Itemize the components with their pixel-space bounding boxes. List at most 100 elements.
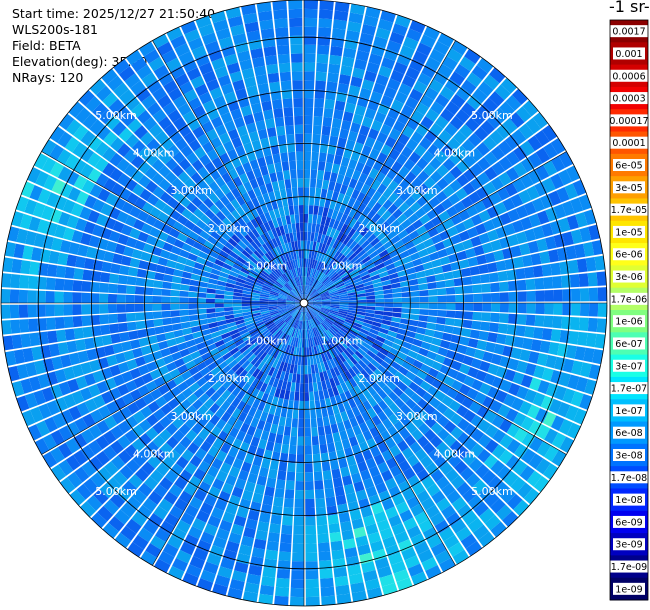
range-gate bbox=[86, 246, 98, 259]
range-gate bbox=[261, 287, 271, 292]
range-gate bbox=[172, 429, 185, 443]
range-gate bbox=[427, 143, 441, 157]
range-gate bbox=[107, 293, 118, 303]
range-gate bbox=[296, 160, 304, 170]
range-gate bbox=[336, 284, 346, 291]
range-gate bbox=[215, 289, 225, 295]
range-gate bbox=[283, 426, 291, 436]
range-gate bbox=[431, 258, 442, 268]
range-gate bbox=[291, 187, 298, 197]
range-gate bbox=[253, 538, 267, 550]
range-gate bbox=[461, 79, 477, 95]
range-gate bbox=[421, 150, 435, 164]
range-gate bbox=[507, 208, 520, 222]
range-gate bbox=[57, 252, 69, 266]
range-gate bbox=[362, 400, 372, 411]
range-gate bbox=[48, 250, 60, 264]
range-gate bbox=[527, 404, 541, 419]
range-gate bbox=[116, 211, 129, 224]
range-gate bbox=[423, 403, 436, 416]
range-gate bbox=[199, 154, 211, 167]
range-gate bbox=[287, 305, 296, 310]
range-gate bbox=[207, 317, 217, 324]
range-gate bbox=[20, 378, 33, 394]
range-gate bbox=[354, 452, 365, 464]
range-gate bbox=[276, 125, 286, 136]
range-gate bbox=[200, 328, 211, 337]
range-gate bbox=[311, 427, 318, 437]
range-gate bbox=[457, 503, 473, 519]
range-gate bbox=[126, 192, 139, 205]
range-gate bbox=[188, 285, 199, 292]
range-gate bbox=[337, 254, 346, 264]
range-gate bbox=[107, 304, 118, 314]
range-gate bbox=[383, 86, 397, 99]
range-gate bbox=[292, 80, 303, 90]
range-gate bbox=[329, 237, 336, 248]
range-gate bbox=[406, 28, 423, 42]
range-gate bbox=[332, 432, 341, 443]
range-gate bbox=[513, 499, 530, 516]
range-gate bbox=[296, 329, 300, 339]
range-gate bbox=[361, 255, 372, 264]
range-gate bbox=[429, 48, 446, 63]
range-gate bbox=[329, 291, 339, 296]
range-gate bbox=[415, 102, 430, 116]
range-gate bbox=[209, 204, 220, 215]
range-gate bbox=[250, 297, 260, 301]
range-gate bbox=[515, 268, 526, 280]
range-gate bbox=[374, 111, 387, 124]
range-gate bbox=[278, 293, 288, 298]
range-gate bbox=[419, 296, 429, 303]
range-gate bbox=[328, 288, 338, 294]
range-gate bbox=[228, 359, 238, 369]
range-gate bbox=[371, 212, 382, 224]
range-gate bbox=[541, 328, 553, 341]
range-gate bbox=[312, 453, 321, 464]
range-gate bbox=[377, 194, 388, 206]
radar-ray bbox=[304, 48, 481, 303]
range-gate bbox=[125, 304, 135, 313]
range-gate bbox=[268, 297, 278, 301]
range-gate bbox=[567, 374, 580, 390]
range-gate bbox=[79, 387, 93, 401]
range-gate bbox=[36, 290, 46, 303]
range-gate bbox=[307, 222, 312, 233]
range-gate bbox=[327, 72, 339, 83]
range-gate bbox=[411, 404, 424, 416]
range-gate bbox=[382, 384, 393, 396]
range-gate bbox=[210, 426, 222, 438]
range-gate bbox=[376, 519, 391, 532]
range-gate bbox=[295, 222, 300, 233]
range-gate bbox=[404, 355, 416, 365]
range-gate bbox=[271, 238, 279, 248]
range-gate bbox=[481, 283, 491, 293]
range-gate bbox=[304, 267, 306, 277]
range-gate bbox=[282, 98, 293, 109]
range-gate bbox=[353, 480, 365, 493]
range-gate bbox=[207, 283, 217, 290]
range-gate bbox=[360, 369, 370, 379]
range-gate bbox=[401, 447, 415, 460]
range-gate bbox=[276, 425, 285, 436]
range-gate bbox=[291, 328, 296, 337]
range-gate bbox=[299, 400, 304, 410]
range-gate bbox=[304, 124, 313, 134]
range-gate bbox=[288, 317, 295, 326]
range-gate bbox=[448, 542, 465, 557]
range-gate bbox=[280, 311, 289, 317]
range-gate bbox=[510, 347, 522, 360]
range-gate bbox=[211, 215, 222, 226]
range-gate bbox=[281, 287, 290, 294]
range-gate bbox=[232, 458, 244, 470]
range-gate bbox=[181, 243, 193, 253]
range-gate bbox=[206, 553, 222, 566]
range-gate bbox=[190, 273, 201, 281]
range-gate bbox=[379, 347, 389, 356]
range-gate bbox=[289, 308, 298, 315]
range-gate bbox=[309, 277, 314, 287]
range-gate bbox=[310, 364, 316, 374]
range-gate bbox=[308, 249, 313, 259]
range-gate bbox=[417, 183, 430, 195]
range-gate bbox=[412, 338, 423, 348]
